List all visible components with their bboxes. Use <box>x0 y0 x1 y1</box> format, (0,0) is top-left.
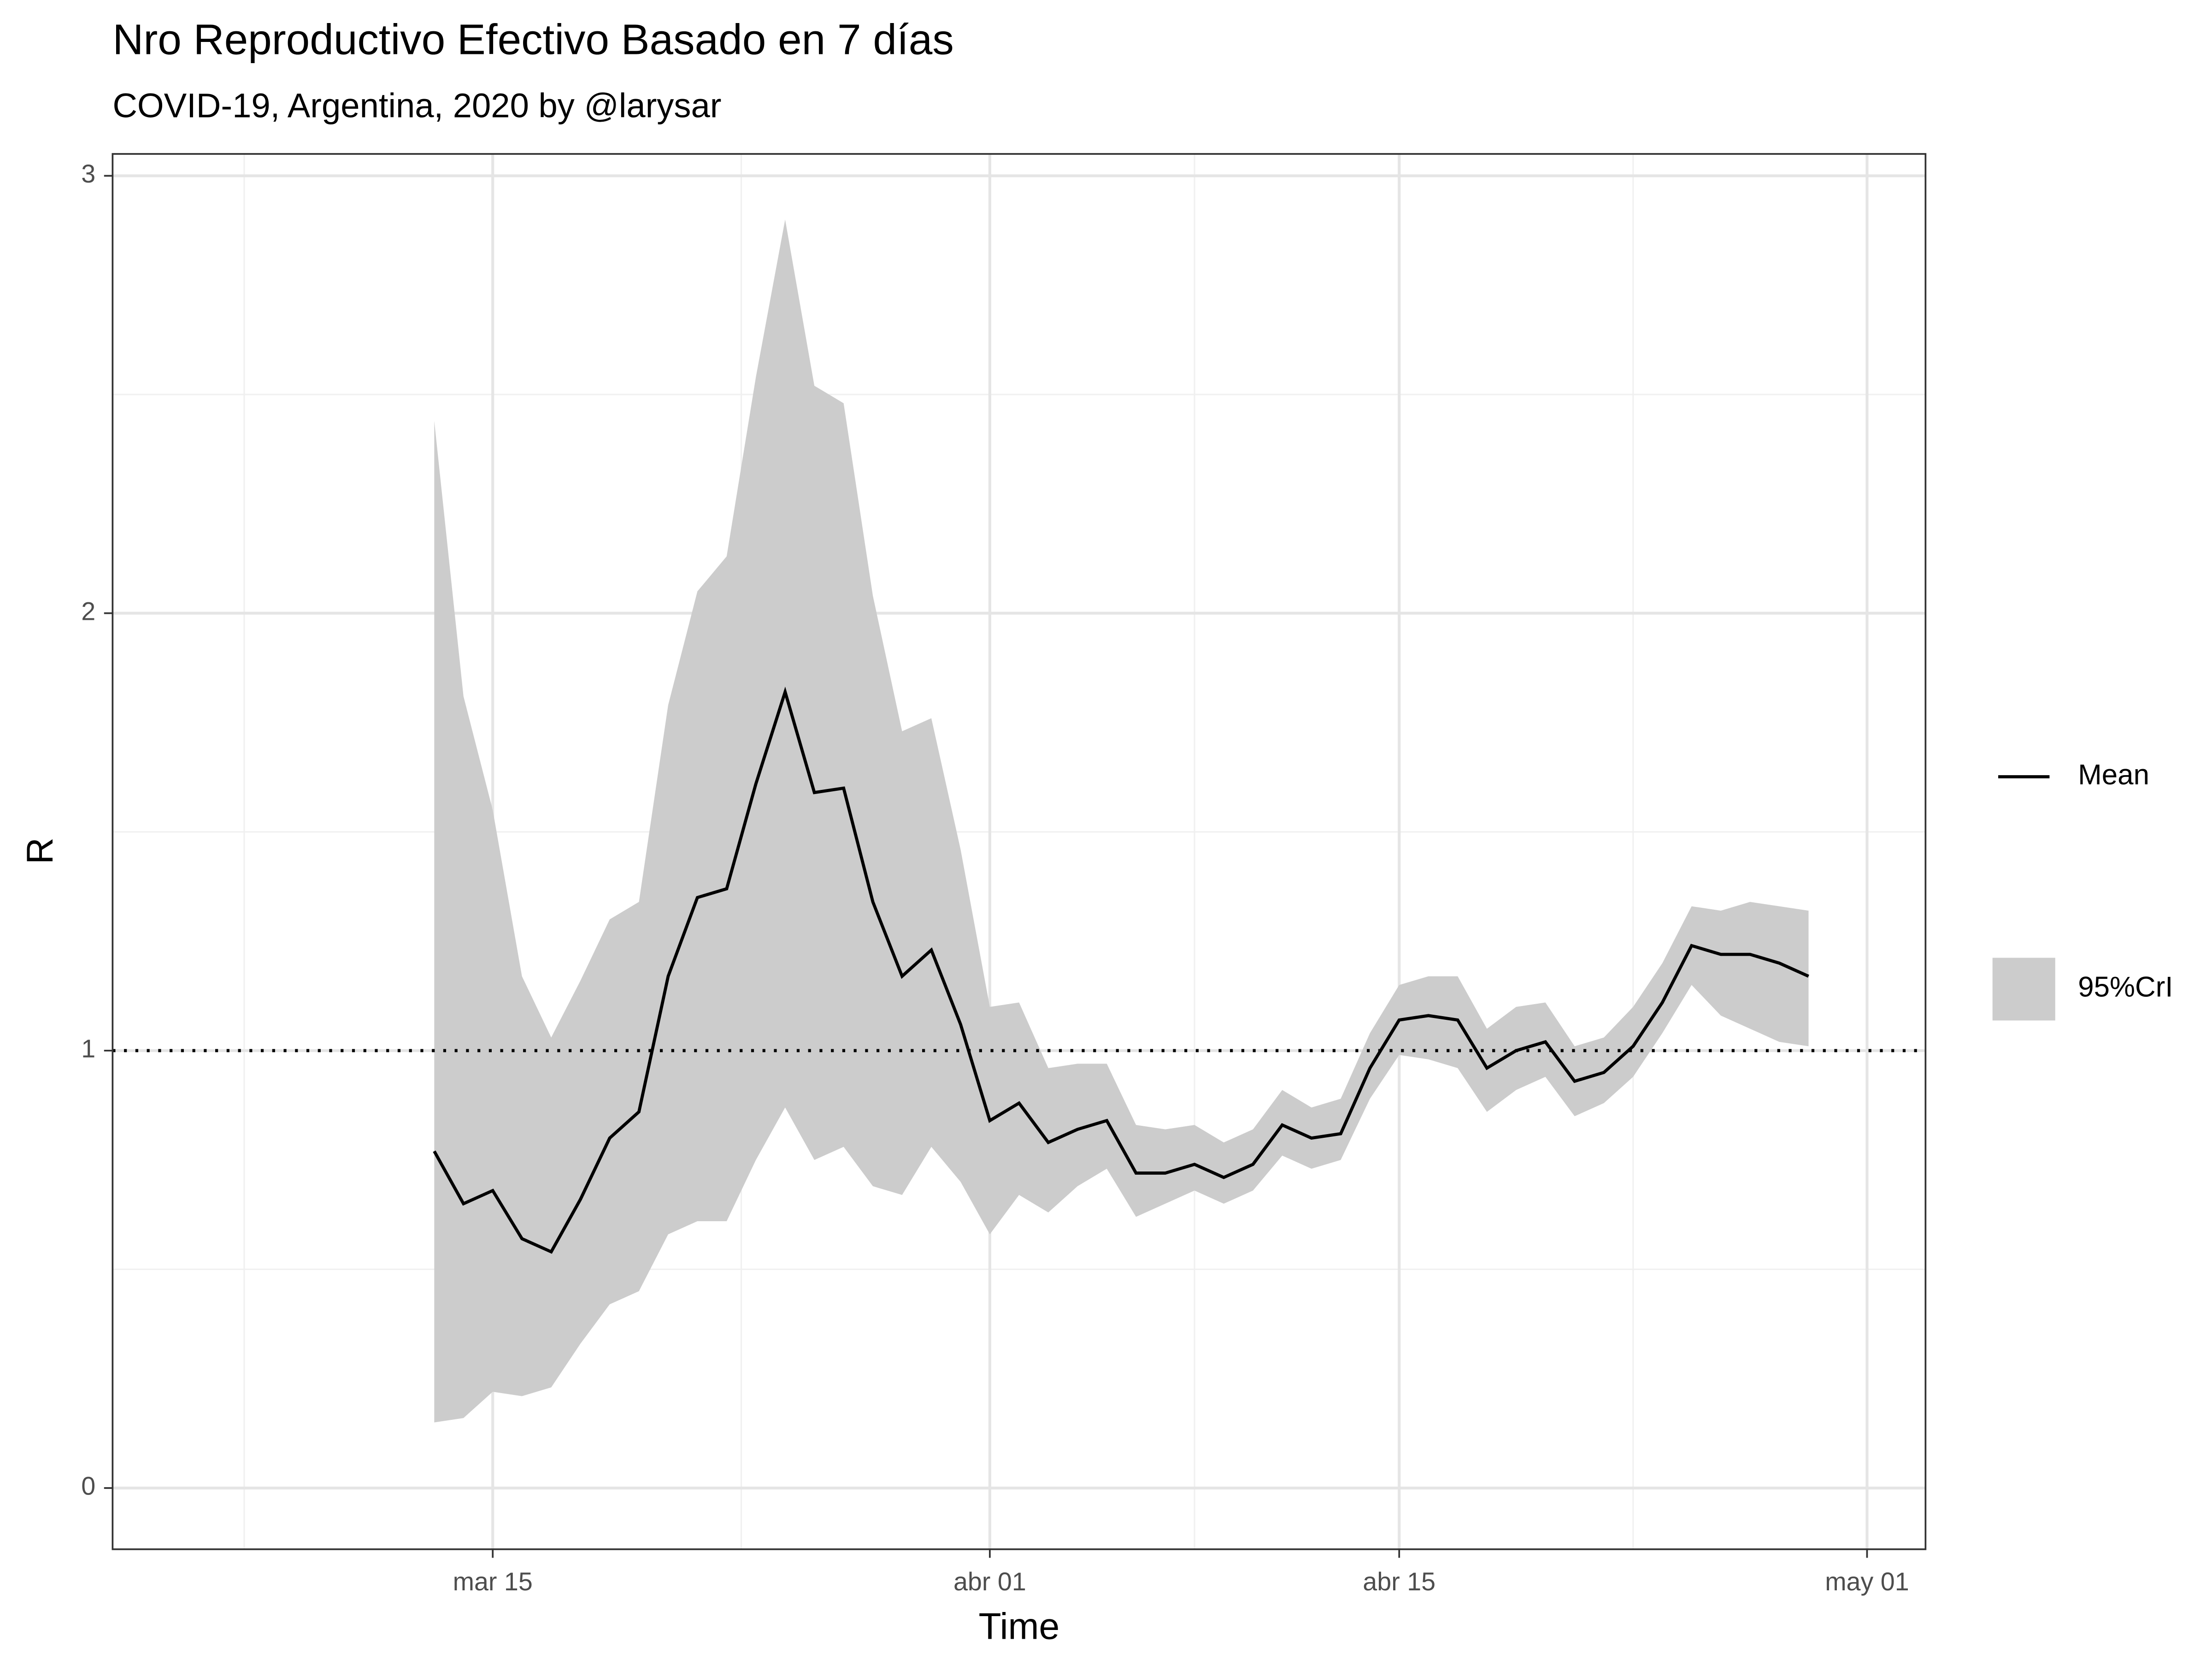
y-tick-label: 2 <box>81 597 95 625</box>
chart-subtitle: COVID-19, Argentina, 2020 by @larysar <box>112 87 721 125</box>
legend-label: Mean <box>2078 759 2149 791</box>
x-tick-label: abr 01 <box>953 1567 1026 1596</box>
legend-label: 95%CrI <box>2078 971 2173 1003</box>
credible-band <box>434 219 1809 1423</box>
y-tick-label: 1 <box>81 1035 95 1063</box>
y-tick-label: 0 <box>81 1472 95 1500</box>
x-tick-label: abr 15 <box>1363 1567 1435 1596</box>
legend-key <box>1992 958 2055 1021</box>
x-tick-label: mar 15 <box>453 1567 533 1596</box>
plot-border <box>112 153 1927 1550</box>
chart-title: Nro Reproductivo Efectivo Basado en 7 dí… <box>112 15 953 63</box>
y-axis-label: R <box>19 837 61 864</box>
x-axis-label: Time <box>978 1606 1059 1647</box>
mean-line <box>433 686 1809 1254</box>
x-tick-label: may 01 <box>1825 1567 1909 1596</box>
y-tick-label: 3 <box>81 159 95 188</box>
